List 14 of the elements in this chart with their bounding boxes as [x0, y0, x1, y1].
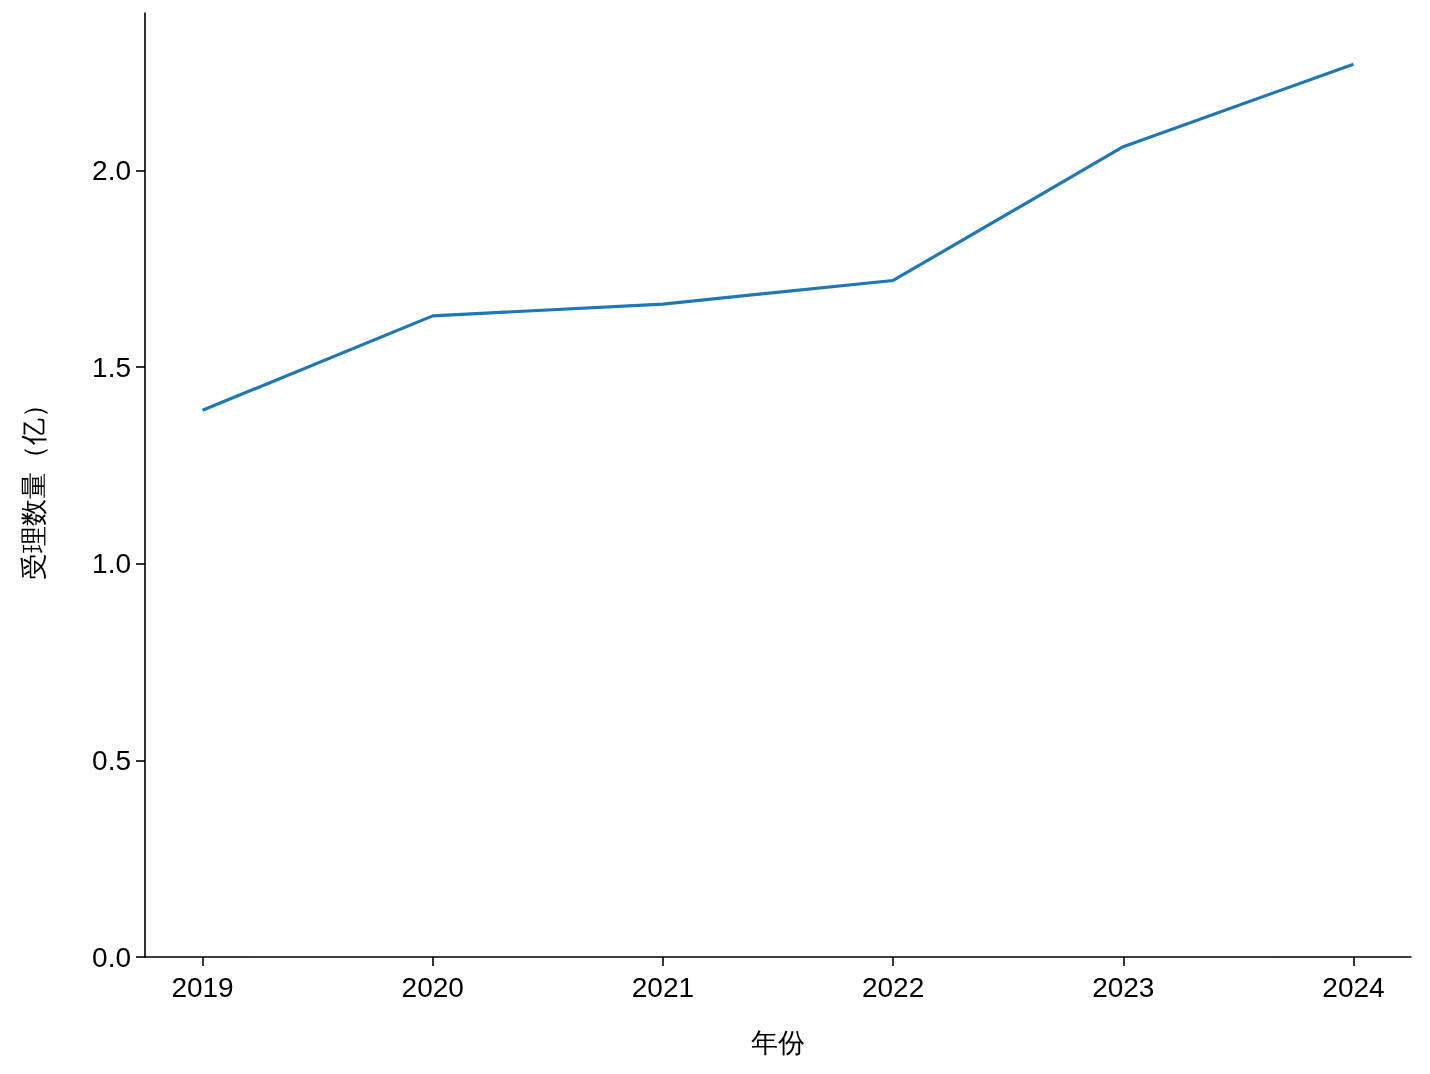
y-tick-label: 1.0	[92, 548, 131, 580]
x-tick-label: 2023	[1092, 971, 1155, 1003]
line-series	[200, 62, 1356, 412]
y-tick-label: 0.5	[92, 744, 131, 776]
x-tick-label: 2022	[861, 971, 925, 1003]
x-tick-label: 2024	[1322, 971, 1385, 1003]
y-tick-label: 2.0	[92, 154, 131, 186]
x-axis-title: 年份	[751, 1027, 805, 1058]
x-tick-label: 2020	[401, 971, 464, 1003]
y-tick-label: 0.0	[92, 941, 131, 973]
x-tick-label: 2019	[171, 971, 234, 1003]
y-axis-title: 受理数量（亿）	[18, 390, 49, 580]
x-tick-label: 2021	[631, 971, 695, 1003]
y-tick-label: 1.5	[92, 351, 131, 383]
